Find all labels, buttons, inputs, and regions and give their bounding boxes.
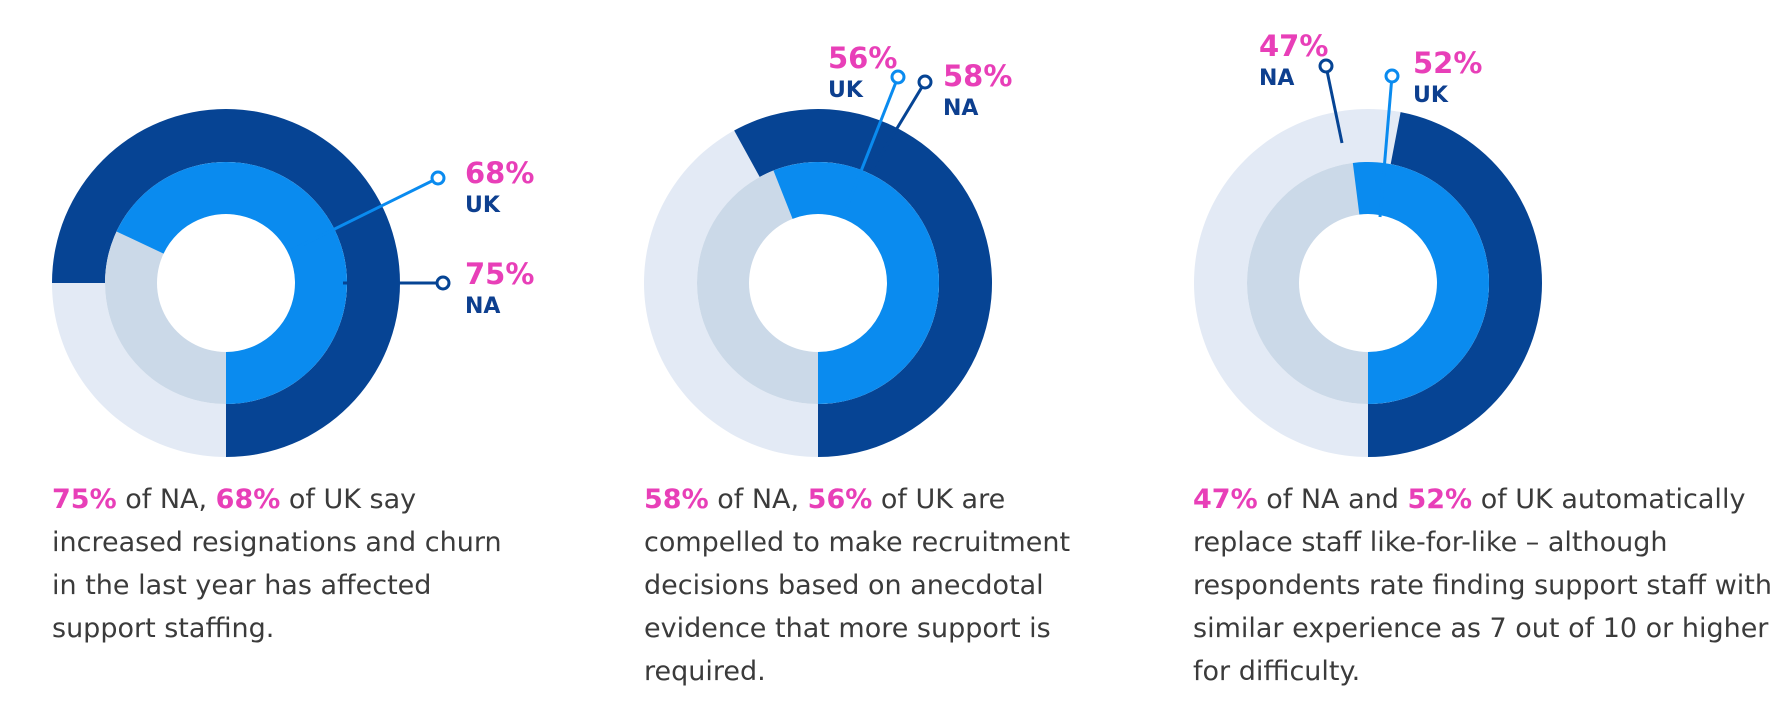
data-label-na-percent: 75% xyxy=(465,257,534,291)
data-label-uk-region: UK xyxy=(465,193,501,218)
data-label-uk-region: UK xyxy=(1413,83,1449,108)
caption-2: 58% of NA, 56% of UK are compelled to ma… xyxy=(644,478,1094,693)
leader-dot-na xyxy=(917,74,933,90)
uk-ring-value xyxy=(773,161,940,404)
donut-chart-2: 56% UK 58% NA xyxy=(643,41,1012,458)
caption-3: 47% of NA and 52% of UK automatically re… xyxy=(1193,478,1773,693)
leader-line-uk xyxy=(841,76,900,218)
caption-1: 75% of NA, 68% of UK say increased resig… xyxy=(52,478,522,650)
caption-1-text-a: of NA, xyxy=(116,484,216,515)
data-label-na-region: NA xyxy=(1259,66,1294,91)
leader-line-uk xyxy=(1378,75,1394,218)
leader-line-na xyxy=(1324,65,1344,144)
data-label-na-region: NA xyxy=(465,294,500,319)
caption-2-text-b: of UK are compelled to make recruitment … xyxy=(644,484,1071,687)
na-ring-value xyxy=(1368,112,1542,457)
donut-chart-1: 68% UK 75% NA xyxy=(51,109,534,457)
data-label-uk-percent: 56% xyxy=(828,41,897,75)
data-label-uk-region: UK xyxy=(828,78,864,103)
leader-dot-uk xyxy=(430,170,446,186)
leader-dot-uk xyxy=(890,69,906,85)
caption-3-uk-pct: 52% xyxy=(1407,484,1473,515)
caption-1-uk-pct: 68% xyxy=(215,484,281,515)
leader-line-na xyxy=(868,81,927,174)
caption-2-uk-pct: 56% xyxy=(807,484,873,515)
leader-line-uk xyxy=(287,176,439,254)
caption-1-text-b: of UK say increased resignations and chu… xyxy=(52,484,502,644)
caption-3-text-b: of UK automatically replace staff like-f… xyxy=(1193,484,1772,687)
uk-ring-value xyxy=(116,161,347,404)
caption-2-text-a: of NA, xyxy=(708,484,808,515)
caption-3-na-pct: 47% xyxy=(1193,484,1258,515)
data-label-na-percent: 58% xyxy=(943,59,1012,93)
caption-1-na-pct: 75% xyxy=(52,484,117,515)
na-ring-value xyxy=(52,109,400,457)
data-label-na-region: NA xyxy=(943,96,978,121)
data-label-na-percent: 47% xyxy=(1259,29,1328,63)
leader-dot-na xyxy=(1318,58,1334,74)
data-label-uk-percent: 68% xyxy=(465,156,534,190)
uk-ring-value xyxy=(1352,161,1490,404)
donut-chart-3: 47% NA 52% UK xyxy=(1193,29,1542,457)
data-label-uk-percent: 52% xyxy=(1413,46,1482,80)
caption-3-text-a: of NA and xyxy=(1257,484,1408,515)
leader-dot-na xyxy=(435,275,451,291)
na-ring-value xyxy=(734,108,993,458)
leader-dot-uk xyxy=(1384,68,1400,84)
caption-2-na-pct: 58% xyxy=(644,484,709,515)
